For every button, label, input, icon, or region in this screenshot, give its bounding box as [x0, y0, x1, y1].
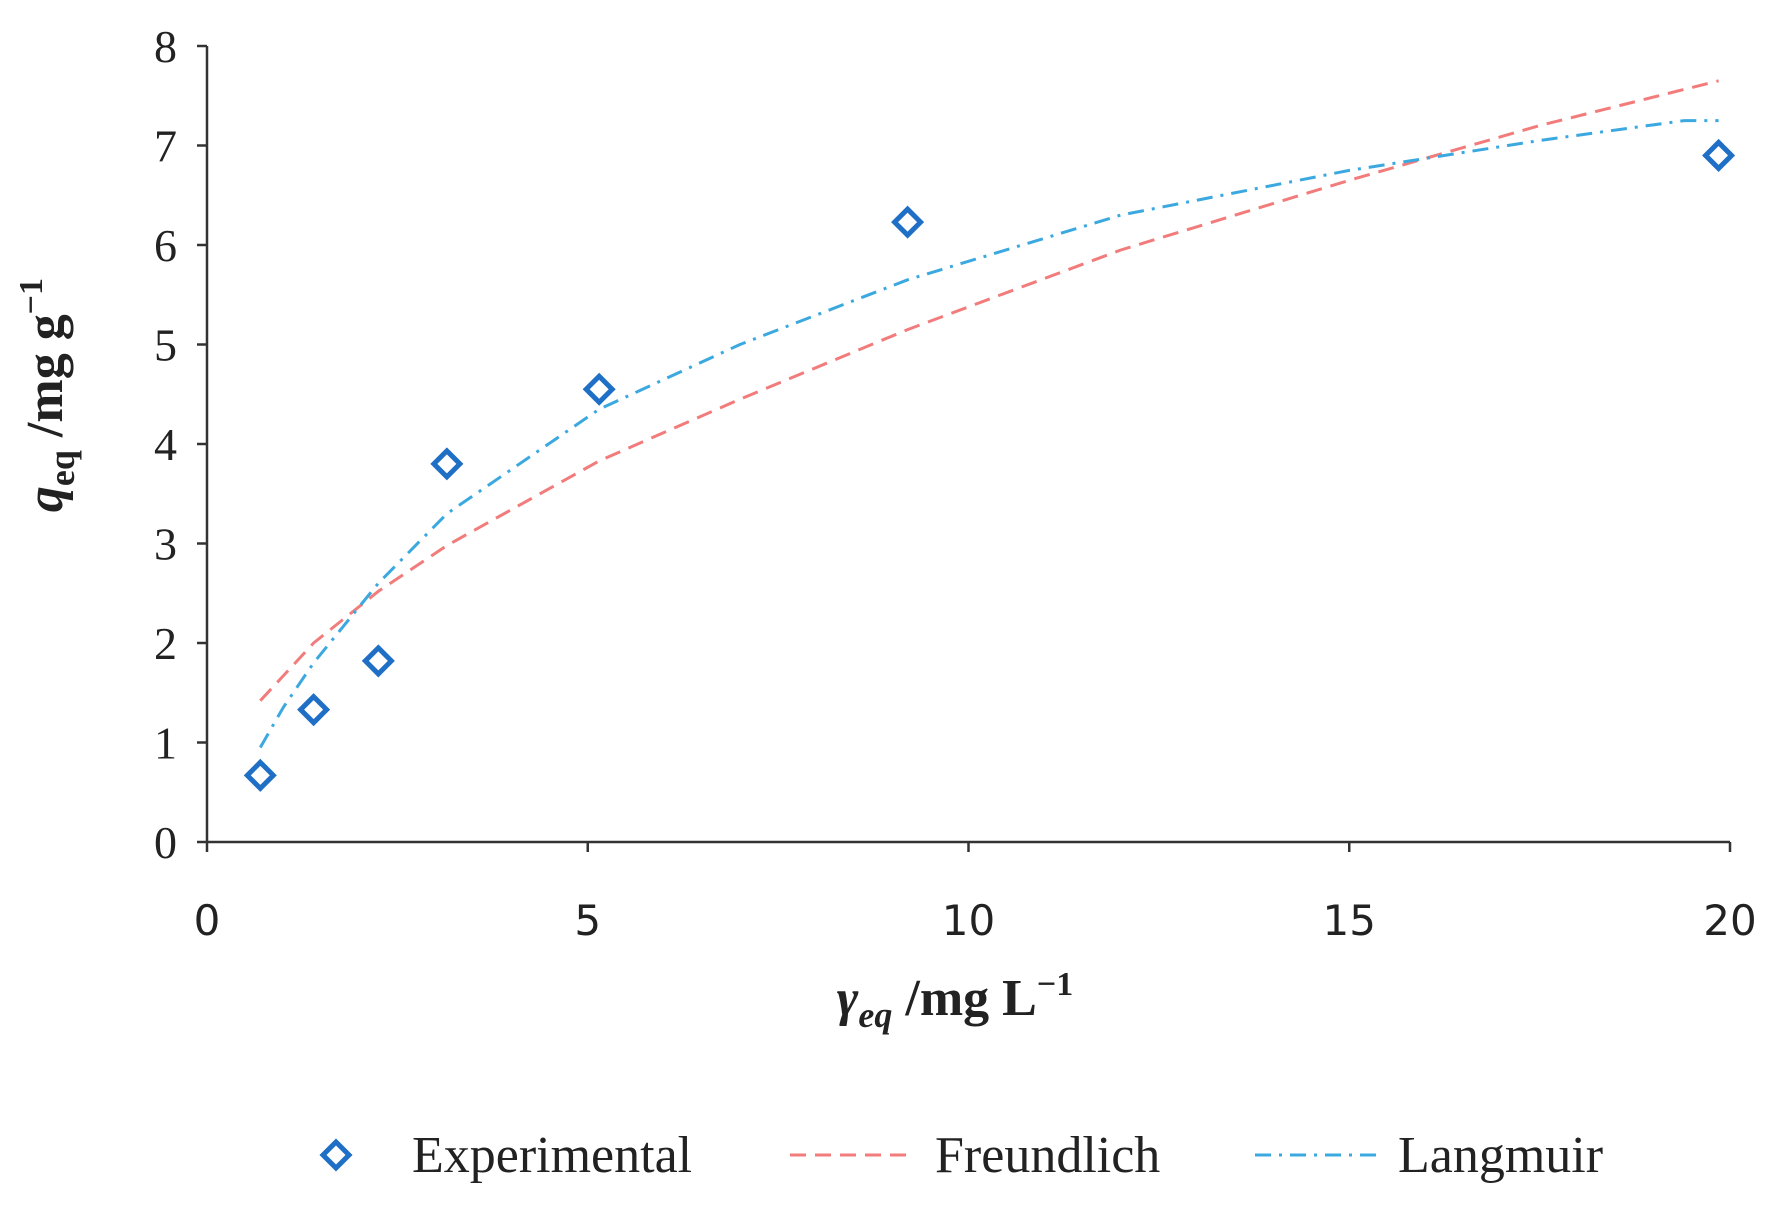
series-freundlich-line: [259, 79, 1719, 702]
x-axis-title-unit: /mg L: [892, 970, 1036, 1027]
data-point-experimental: [1702, 138, 1736, 172]
y-axis-title-subscript: eq: [42, 450, 82, 486]
legend-label-langmuir: Langmuir: [1398, 1127, 1603, 1184]
legend-diamond-marker: [319, 1138, 353, 1172]
plot-area: [243, 79, 1736, 792]
data-point-experimental: [361, 644, 395, 678]
y-tick-label: 0: [154, 817, 177, 868]
axes: 0 1 2 3 4 5 6 7 8 0 5 10 15 20: [154, 21, 1757, 945]
x-tick-label: 0: [194, 896, 221, 945]
y-tick-label: 5: [154, 320, 177, 371]
y-tick-label: 1: [154, 718, 177, 769]
x-axis-title-superscript: −1: [1037, 966, 1073, 1003]
data-point-experimental: [430, 447, 464, 481]
data-point-experimental: [297, 693, 331, 727]
y-tick-label: 2: [154, 618, 177, 669]
legend-item-experimental: Experimental: [319, 1127, 692, 1184]
x-tick-label: 10: [942, 896, 995, 945]
x-axis-title-symbol: γ: [837, 970, 859, 1027]
y-tick-label: 8: [154, 21, 177, 72]
x-tick-label: 15: [1323, 896, 1376, 945]
series-langmuir-line: [258, 119, 1719, 749]
x-axis-title: γeq /mg L−1: [837, 966, 1073, 1035]
data-point-experimental: [582, 372, 616, 406]
y-tick-label: 7: [154, 121, 177, 172]
data-point-experimental: [891, 205, 925, 239]
legend-label-experimental: Experimental: [412, 1127, 692, 1184]
x-axis-title-subscript: eq: [858, 995, 892, 1035]
x-tick-label: 20: [1703, 896, 1756, 945]
x-tick-label: 5: [574, 896, 601, 945]
legend: Experimental Freundlich Langmuir: [319, 1127, 1603, 1184]
legend-item-freundlich: Freundlich: [790, 1127, 1160, 1184]
y-axis-title-symbol: q: [17, 486, 74, 512]
legend-label-freundlich: Freundlich: [935, 1127, 1160, 1184]
y-tick-label: 3: [154, 519, 177, 570]
y-axis-title-unit: /mg g: [17, 314, 74, 450]
legend-item-langmuir: Langmuir: [1255, 1127, 1603, 1184]
y-tick-label: 6: [154, 220, 177, 271]
y-axis-title-superscript: −1: [13, 278, 50, 314]
data-point-experimental: [243, 758, 277, 792]
y-axis-title: qeq /mg g−1: [13, 278, 82, 512]
y-tick-label: 4: [154, 419, 177, 470]
